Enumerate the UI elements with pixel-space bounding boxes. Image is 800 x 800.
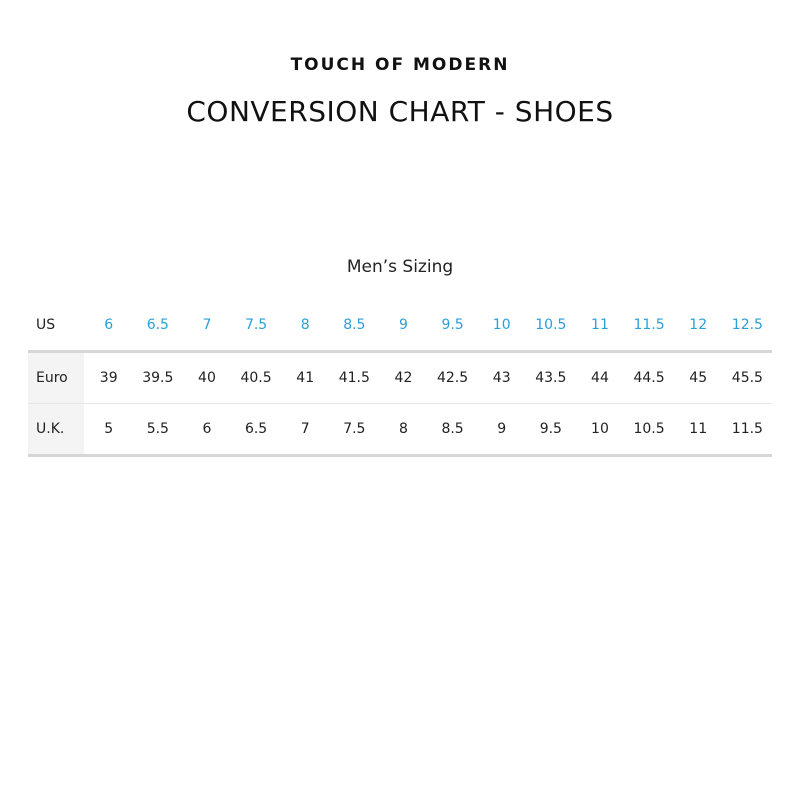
page-title: CONVERSION CHART - SHOES [186,95,614,128]
size-cell: 8 [378,403,429,457]
size-cell: 7.5 [329,403,379,457]
size-cell: 39 [84,351,134,404]
brand-logo: TOUCH OF MODERN [290,55,510,75]
size-cell: 45 [673,351,723,404]
size-cell: 43 [477,351,527,404]
size-conversion-table: US 6 6.5 7 7.5 8 8.5 9 9.5 10 10.5 11 11.5 12 12.5 Euro… [28,300,772,457]
size-cell: 44 [575,351,625,404]
size-cell: 11 [575,300,625,353]
size-cell: 41.5 [329,351,379,404]
size-cell: 8.5 [329,300,379,353]
size-cell: 6 [182,403,232,457]
size-cell: 10.5 [624,403,674,457]
size-cell: 7.5 [231,300,281,353]
size-cell: 41 [280,351,330,404]
size-cell: 12.5 [722,300,772,353]
uk-row: U.K. 5 5.5 6 6.5 7 7.5 8 8.5 9 9.5 10 10.5 11 11.5 [28,403,772,457]
euro-row: Euro 39 39.5 40 40.5 41 41.5 42 42.5 43 43.5 44 44.5… [28,351,772,404]
us-row: US 6 6.5 7 7.5 8 8.5 9 9.5 10 10.5 11 11.5 12 12.5 [28,300,772,353]
size-cell: 5 [84,403,134,457]
size-cell: 42 [378,351,429,404]
size-cell: 9.5 [428,300,478,353]
size-cell: 8 [280,300,330,353]
size-cell: 8.5 [428,403,478,457]
size-cell: 43.5 [526,351,576,404]
size-cell: 42.5 [428,351,478,404]
size-cell: 7 [182,300,232,353]
size-cell: 10 [477,300,527,353]
size-cell: 11.5 [624,300,674,353]
size-cell: 6 [84,300,134,353]
size-cell: 11 [673,403,723,457]
size-cell: 40.5 [231,351,281,404]
size-cell: 40 [182,351,232,404]
size-cell: 6.5 [133,300,183,353]
size-cell: 7 [280,403,330,457]
row-label: US [28,300,85,353]
section-subtitle: Men’s Sizing [346,257,454,277]
size-cell: 5.5 [133,403,183,457]
size-cell: 11.5 [722,403,772,457]
size-cell: 39.5 [133,351,183,404]
row-label: Euro [28,351,85,404]
size-cell: 10.5 [526,300,576,353]
row-label: U.K. [28,403,85,457]
size-cell: 6.5 [231,403,281,457]
size-cell: 9 [477,403,527,457]
size-cell: 9 [378,300,429,353]
size-cell: 12 [673,300,723,353]
size-cell: 9.5 [526,403,576,457]
size-cell: 10 [575,403,625,457]
size-cell: 44.5 [624,351,674,404]
size-cell: 45.5 [722,351,772,404]
